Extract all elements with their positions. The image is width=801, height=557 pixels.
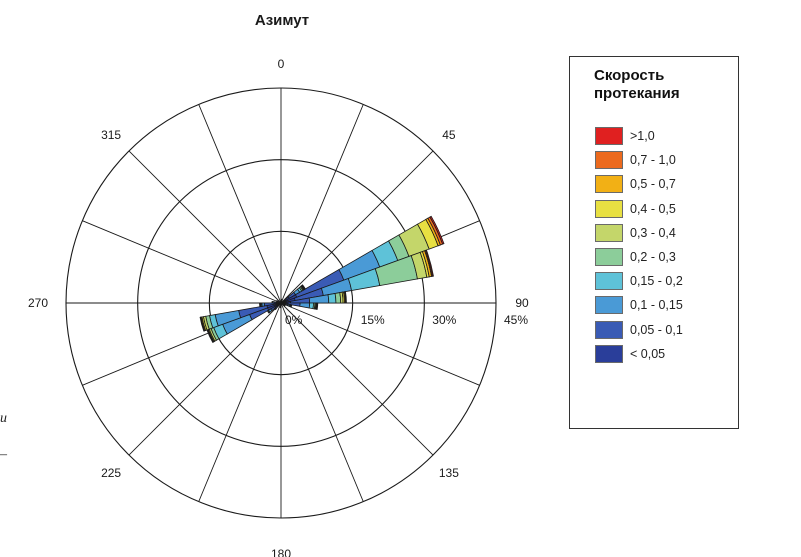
rose-segment bbox=[280, 298, 283, 301]
polar-chart: Азимут 0 45 90 135 180 225 270 315 0% 15% 30% 45% bbox=[28, 12, 529, 557]
legend-swatch bbox=[595, 127, 623, 146]
legend-label: 0,7 - 1,0 bbox=[630, 153, 676, 168]
legend-item: 0,1 - 0,15 bbox=[595, 293, 683, 317]
legend-swatch bbox=[595, 320, 623, 339]
angular-tick-label: 135 bbox=[439, 466, 459, 480]
legend-item: < 0,05 bbox=[595, 342, 683, 366]
angular-tick-label: 180 bbox=[271, 547, 291, 557]
legend-label: >1,0 bbox=[630, 129, 655, 144]
legend-item: 0,2 - 0,3 bbox=[595, 245, 683, 269]
legend-items: >1,0 0,7 - 1,0 0,5 - 0,7 0,4 - 0,5 0,3 - 0,4… bbox=[595, 124, 683, 366]
legend-label: 0,3 - 0,4 bbox=[630, 225, 676, 240]
grid-spoke bbox=[198, 104, 282, 304]
legend-item: 0,05 - 0,1 bbox=[595, 318, 683, 342]
legend-swatch bbox=[595, 272, 623, 291]
rose-segment bbox=[344, 291, 347, 304]
rose-segment bbox=[266, 310, 270, 314]
grid-spoke bbox=[82, 220, 282, 304]
grid-spoke bbox=[128, 150, 282, 304]
rose-segment bbox=[316, 302, 319, 310]
polar-chart-svg: Азимут 0 45 90 135 180 225 270 315 0% 15% 30% 45% bbox=[28, 12, 529, 557]
rose-segment bbox=[279, 306, 282, 309]
angular-tick-label: 0 bbox=[278, 57, 285, 71]
radial-tick-label: 0% bbox=[285, 313, 303, 327]
grid-spoke bbox=[280, 302, 364, 502]
grid-spoke bbox=[280, 302, 480, 386]
legend-label: 0,5 - 0,7 bbox=[630, 177, 676, 192]
rose-segment bbox=[259, 302, 261, 308]
radial-tick-label: 15% bbox=[361, 313, 385, 327]
legend-swatch bbox=[595, 223, 623, 242]
legend-swatch bbox=[595, 344, 623, 363]
cropped-text-fragment: и bbox=[0, 411, 7, 426]
rose-segment bbox=[271, 300, 273, 304]
grid-spoke bbox=[280, 104, 364, 304]
angular-tick-label: 225 bbox=[101, 466, 121, 480]
legend-swatch bbox=[595, 296, 623, 315]
rose-segment bbox=[299, 302, 311, 309]
grid-spoke bbox=[280, 302, 434, 456]
legend-swatch bbox=[595, 199, 623, 218]
rose-segment bbox=[275, 300, 279, 303]
cropped-dash-fragment: – bbox=[0, 447, 7, 462]
rose-segment bbox=[290, 304, 293, 308]
legend-item: 0,4 - 0,5 bbox=[595, 197, 683, 221]
legend: Скорость протекания >1,0 0,7 - 1,0 0,5 - 0… bbox=[569, 56, 739, 429]
chart-title: Азимут bbox=[255, 12, 309, 29]
grid-spoke bbox=[280, 150, 434, 304]
legend-item: 0,15 - 0,2 bbox=[595, 269, 683, 293]
legend-swatch bbox=[595, 151, 623, 170]
legend-item: 0,3 - 0,4 bbox=[595, 221, 683, 245]
rose-segment bbox=[283, 304, 286, 307]
grid-spoke bbox=[198, 302, 282, 502]
angular-tick-label: 315 bbox=[101, 128, 121, 142]
legend-label: 0,05 - 0,1 bbox=[630, 322, 683, 337]
rose-segment bbox=[327, 292, 337, 304]
legend-swatch bbox=[595, 248, 623, 267]
legend-item: 0,5 - 0,7 bbox=[595, 172, 683, 196]
rose-segment bbox=[429, 215, 445, 245]
radial-tick-label: 30% bbox=[432, 313, 456, 327]
angular-tick-label: 45 bbox=[442, 128, 456, 142]
legend-title: Скорость протекания bbox=[594, 67, 680, 102]
legend-label: 0,4 - 0,5 bbox=[630, 201, 676, 216]
rose-segment bbox=[425, 249, 434, 277]
angular-tick-label: 270 bbox=[28, 296, 48, 310]
legend-item: 0,7 - 1,0 bbox=[595, 148, 683, 172]
rose-segment bbox=[301, 284, 306, 290]
legend-swatch bbox=[595, 175, 623, 194]
angular-tick-label: 90 bbox=[515, 296, 529, 310]
radial-tick-label: 45% bbox=[504, 313, 528, 327]
grid-spoke bbox=[128, 302, 282, 456]
rose-segment bbox=[280, 299, 283, 304]
legend-label: 0,15 - 0,2 bbox=[630, 274, 683, 289]
legend-item: >1,0 bbox=[595, 124, 683, 148]
legend-label: < 0,05 bbox=[630, 346, 666, 361]
legend-label: 0,2 - 0,3 bbox=[630, 250, 676, 265]
legend-label: 0,1 - 0,15 bbox=[630, 298, 683, 313]
rose-segment bbox=[273, 307, 277, 311]
rose-segment bbox=[199, 316, 205, 332]
